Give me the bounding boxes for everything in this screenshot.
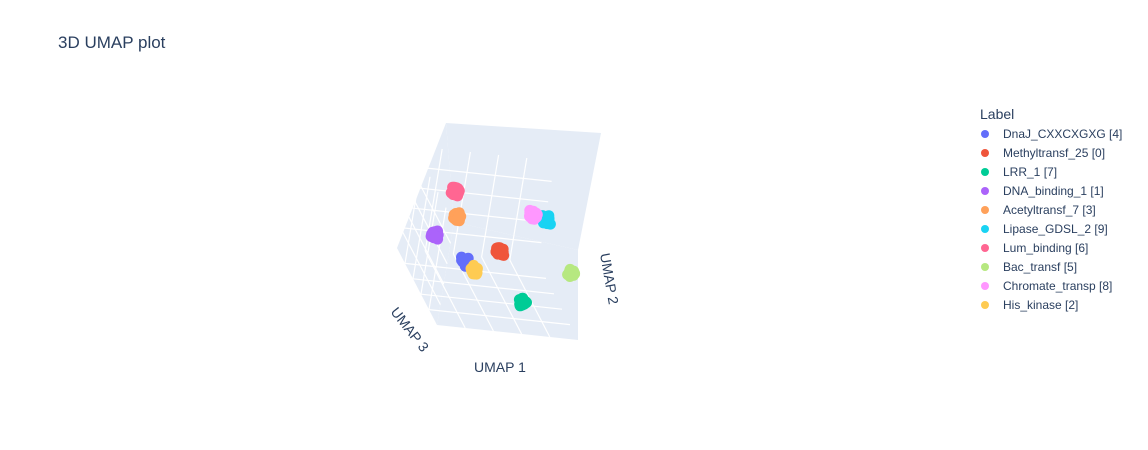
- series-cluster: [524, 204, 543, 225]
- legend-item[interactable]: DnaJ_CXXCXGXG [4]: [966, 124, 1136, 143]
- grid-line: [410, 165, 552, 182]
- scatter-points: [425, 181, 581, 312]
- series-cluster: [465, 259, 483, 280]
- grid-line: [403, 206, 545, 223]
- scatter-point: [515, 296, 527, 308]
- grid-line: [481, 154, 500, 258]
- legend-item[interactable]: His_kinase [2]: [966, 295, 1136, 314]
- legend-item[interactable]: Acetyltransf_7 [3]: [966, 200, 1136, 219]
- back-wall-plane: [446, 123, 601, 250]
- grid-line: [412, 278, 555, 295]
- series-cluster: [490, 242, 510, 261]
- scatter-point: [469, 262, 481, 274]
- legend-marker-icon: [981, 243, 989, 252]
- axis-title-z: UMAP 3: [388, 304, 433, 355]
- grid-line: [420, 293, 563, 310]
- legend-marker-icon: [981, 129, 989, 138]
- legend-item[interactable]: Bac_transf [5]: [966, 257, 1136, 276]
- left-wall-plane: [397, 123, 454, 325]
- legend-label: DNA_binding_1 [1]: [1003, 183, 1104, 198]
- grid-line: [509, 157, 528, 261]
- legend-marker-icon: [981, 224, 989, 233]
- grid-line: [428, 309, 571, 326]
- grid-line: [481, 256, 523, 335]
- grid-line: [424, 250, 466, 329]
- axis-title-y: UMAP 2: [597, 252, 622, 306]
- legend-items: DnaJ_CXXCXGXG [4] Methyltransf_25 [0] LRR_…: [966, 124, 1136, 314]
- axis-title-x: UMAP 1: [474, 359, 526, 375]
- legend-marker-icon: [981, 167, 989, 176]
- legend-marker-icon: [981, 205, 989, 214]
- legend-item[interactable]: Lipase_GDSL_2 [9]: [966, 219, 1136, 238]
- grid-line: [403, 206, 445, 285]
- legend-item[interactable]: Lum_binding [6]: [966, 238, 1136, 257]
- legend: Label DnaJ_CXXCXGXG [4] Methyltransf_25 […: [966, 104, 1136, 314]
- legend-label: Methyltransf_25 [0]: [1003, 145, 1106, 160]
- chart-title: 3D UMAP plot: [58, 33, 166, 52]
- series-cluster: [445, 181, 465, 202]
- grid-line: [404, 161, 423, 264]
- scatter-point: [453, 209, 465, 221]
- legend-label: His_kinase [2]: [1003, 297, 1079, 312]
- scene-planes: [397, 123, 601, 340]
- legend-label: Acetyltransf_7 [3]: [1003, 202, 1096, 217]
- grid-line: [420, 192, 439, 295]
- scatter-point: [447, 189, 459, 200]
- scatter-point: [563, 267, 575, 279]
- legend-label: Lipase_GDSL_2 [9]: [1003, 221, 1108, 236]
- grid-line: [406, 186, 448, 265]
- legend-marker-icon: [981, 186, 989, 195]
- legend-marker-icon: [981, 262, 989, 271]
- legend-label: DnaJ_CXXCXGXG [4]: [1003, 126, 1123, 141]
- legend-marker-icon: [981, 148, 989, 157]
- legend-marker-icon: [981, 281, 989, 290]
- legend-label: Chromate_transp [8]: [1003, 278, 1113, 293]
- legend-label: LRR_1 [7]: [1003, 164, 1058, 179]
- series-cluster: [513, 292, 532, 312]
- scatter-point: [492, 248, 504, 260]
- legend-item[interactable]: DNA_binding_1 [1]: [966, 181, 1136, 200]
- grid-line: [400, 227, 542, 244]
- grid-line: [410, 166, 452, 244]
- legend-item[interactable]: Methyltransf_25 [0]: [966, 143, 1136, 162]
- grid-line: [452, 151, 471, 255]
- scatter-point: [429, 230, 441, 242]
- grid-line: [412, 176, 431, 279]
- grid-line: [399, 227, 441, 305]
- grid-line: [428, 207, 447, 310]
- legend-item[interactable]: LRR_1 [7]: [966, 162, 1136, 181]
- series-cluster: [448, 207, 467, 227]
- legend-label: Lum_binding [6]: [1003, 240, 1089, 255]
- legend-label: Bac_transf [5]: [1003, 259, 1078, 274]
- floor-plane: [437, 222, 578, 340]
- legend-title: Label: [980, 106, 1015, 122]
- legend-item[interactable]: Chromate_transp [8]: [966, 276, 1136, 295]
- legend-marker-icon: [981, 300, 989, 309]
- scatter-point: [543, 210, 555, 222]
- grid-line: [407, 186, 549, 203]
- scatter-point: [528, 210, 540, 222]
- series-cluster: [425, 225, 444, 245]
- series-cluster: [562, 263, 581, 282]
